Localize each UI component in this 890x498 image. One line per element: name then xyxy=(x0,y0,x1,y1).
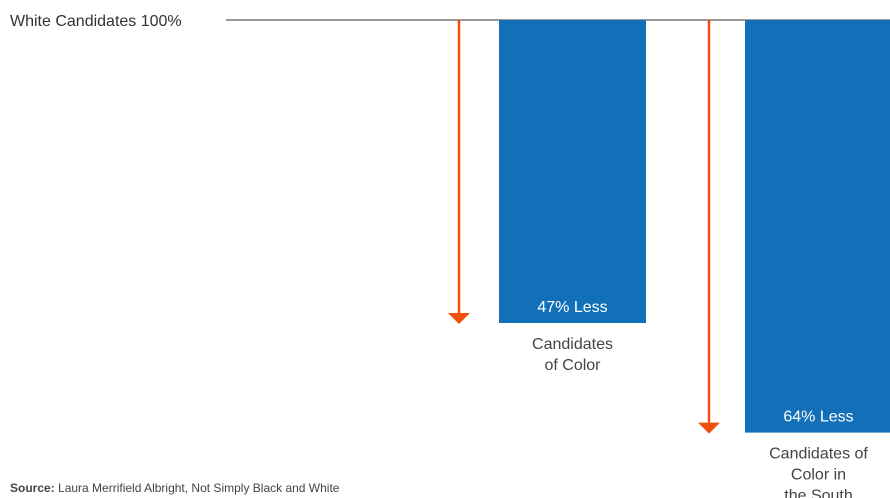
category-label-1-line-2: of Color xyxy=(544,357,601,374)
bar-2 xyxy=(745,20,890,433)
source-note: Source: Laura Merrifield Albright, Not S… xyxy=(10,481,339,495)
arrow-head-1 xyxy=(448,313,470,324)
source-text: Laura Merrifield Albright, Not Simply Bl… xyxy=(58,481,340,495)
category-label-1-line-1: Candidates xyxy=(532,336,613,353)
category-label-2-line-3: the South xyxy=(784,488,853,498)
category-label-2-line-1: Candidates of xyxy=(769,446,868,463)
category-label-2-line-2: Color in xyxy=(791,467,846,484)
arrow-head-2 xyxy=(698,422,720,434)
bars-group: 47% Less Candidates of Color 64% Less Candid… xyxy=(448,20,890,498)
bar-1 xyxy=(499,20,646,323)
source-label: Source: xyxy=(10,481,55,495)
value-label-1: 47% Less xyxy=(537,299,607,316)
baseline-label: White Candidates 100% xyxy=(10,13,182,30)
value-label-2: 64% Less xyxy=(783,409,853,426)
